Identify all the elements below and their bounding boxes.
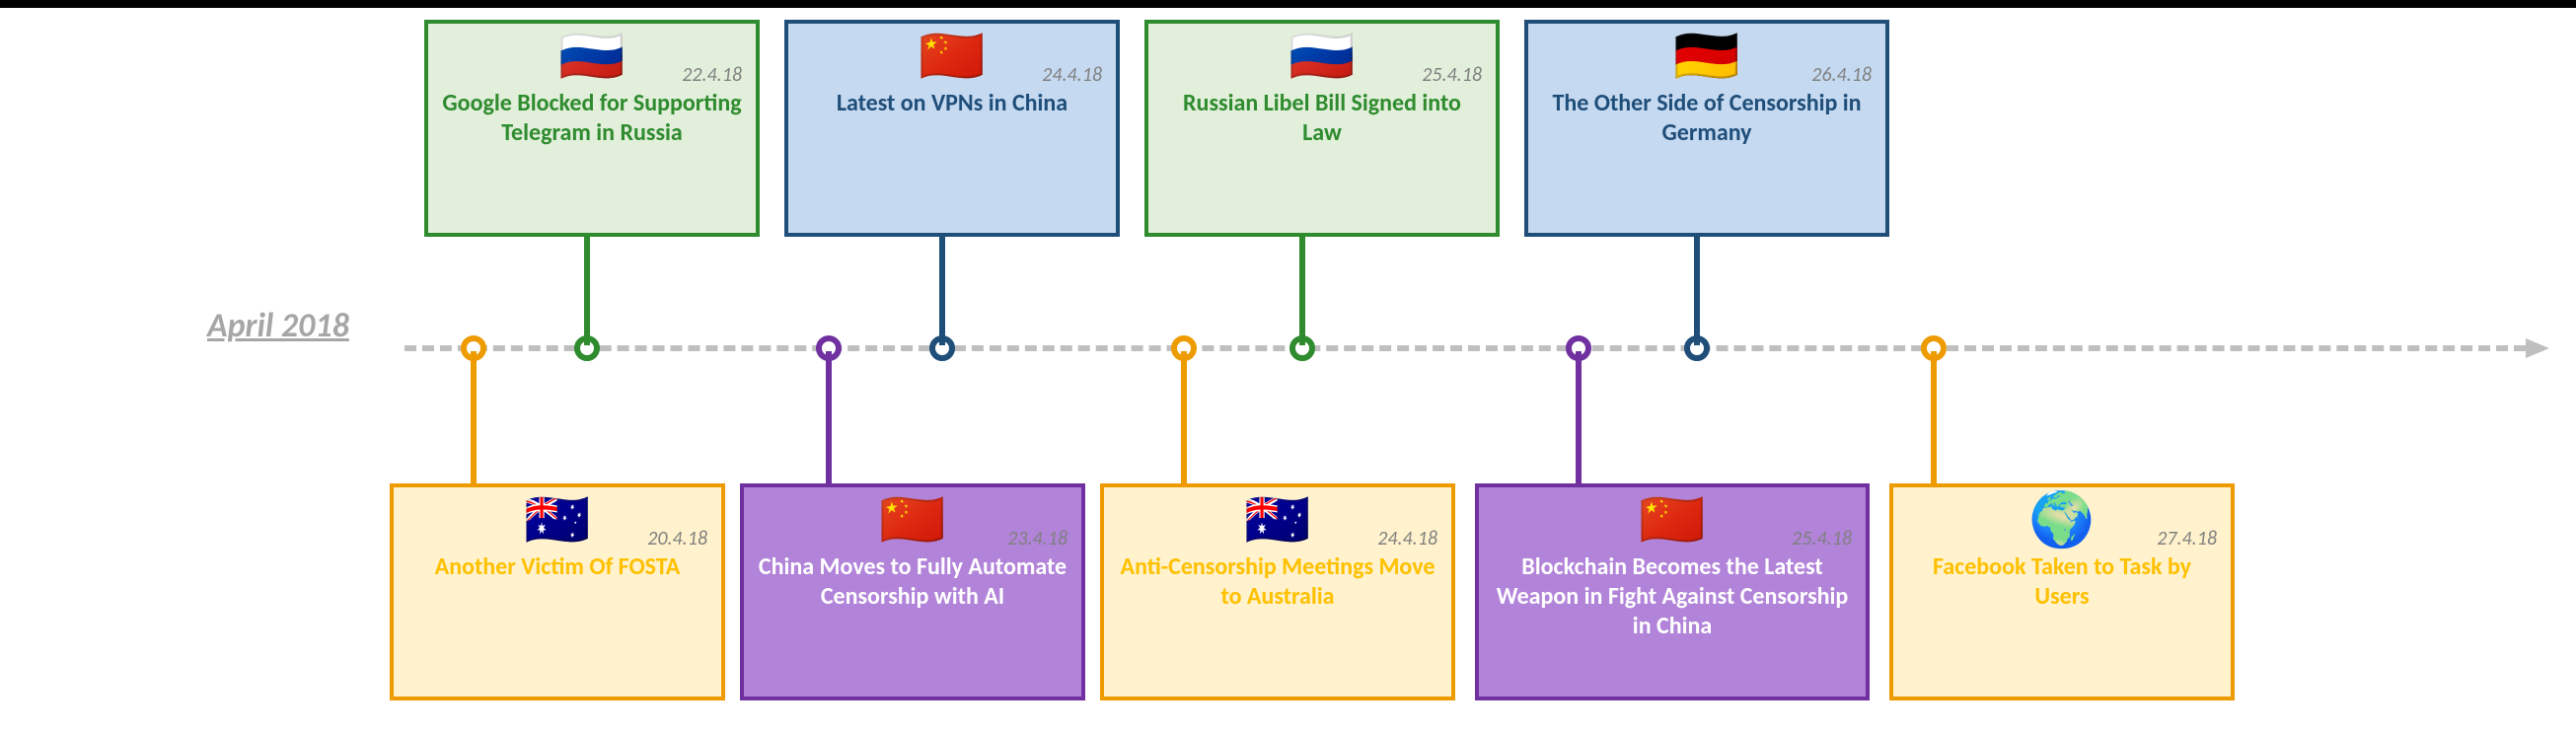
timeline-connector bbox=[584, 237, 590, 345]
event-date: 20.4.18 bbox=[647, 527, 707, 550]
timeline-connector bbox=[826, 351, 832, 483]
timeline-axis bbox=[405, 345, 2526, 351]
event-card[interactable]: 🇨🇳 25.4.18Blockchain Becomes the Latest W… bbox=[1475, 483, 1870, 700]
event-date: 23.4.18 bbox=[1007, 527, 1067, 550]
event-card[interactable]: 🇷🇺 22.4.18Google Blocked for Supporting T… bbox=[424, 20, 760, 237]
timeline-connector bbox=[471, 351, 477, 483]
flag-icon: 🌍 bbox=[2028, 493, 2095, 547]
event-title: Google Blocked for Supporting Telegram i… bbox=[442, 89, 742, 148]
top-black-bar bbox=[0, 0, 2576, 8]
event-title: Russian Libel Bill Signed into Law bbox=[1162, 89, 1482, 148]
event-card[interactable]: 🇩🇪 26.4.18The Other Side of Censorship in… bbox=[1524, 20, 1889, 237]
timeline-connector bbox=[1181, 351, 1187, 483]
timeline-connector bbox=[939, 237, 945, 345]
event-title: Another Victim Of FOSTA bbox=[435, 552, 681, 582]
event-card[interactable]: 🇦🇺 20.4.18Another Victim Of FOSTA bbox=[390, 483, 725, 700]
event-title: Blockchain Becomes the Latest Weapon in … bbox=[1493, 552, 1852, 641]
timeline-arrowhead bbox=[2526, 338, 2549, 358]
flag-icon: 🇨🇳 bbox=[919, 30, 985, 83]
event-card[interactable]: 🇨🇳 23.4.18China Moves to Fully Automate C… bbox=[740, 483, 1085, 700]
event-title: China Moves to Fully Automate Censorship… bbox=[758, 552, 1067, 612]
event-card[interactable]: 🇨🇳 24.4.18Latest on VPNs in China bbox=[784, 20, 1120, 237]
flag-icon: 🇦🇺 bbox=[1244, 493, 1310, 547]
flag-icon: 🇩🇪 bbox=[1673, 30, 1739, 83]
flag-icon: 🇦🇺 bbox=[524, 493, 590, 547]
event-card[interactable]: 🇦🇺 24.4.18Anti-Censorship Meetings Move t… bbox=[1100, 483, 1455, 700]
flag-icon: 🇨🇳 bbox=[1639, 493, 1705, 547]
timeline-connector bbox=[1299, 237, 1305, 345]
event-title: Facebook Taken to Task by Users bbox=[1907, 552, 2217, 612]
event-card[interactable]: 🇷🇺 25.4.18Russian Libel Bill Signed into … bbox=[1144, 20, 1500, 237]
event-date: 24.4.18 bbox=[1377, 527, 1437, 550]
timeline-connector bbox=[1931, 351, 1937, 483]
event-title: The Other Side of Censorship in Germany bbox=[1542, 89, 1872, 148]
timeline-connector bbox=[1576, 351, 1582, 483]
event-date: 25.4.18 bbox=[1422, 63, 1482, 87]
event-title: Anti-Censorship Meetings Move to Austral… bbox=[1118, 552, 1437, 612]
event-card[interactable]: 🌍 27.4.18Facebook Taken to Task by Users bbox=[1889, 483, 2235, 700]
event-date: 26.4.18 bbox=[1811, 63, 1872, 87]
event-title: Latest on VPNs in China bbox=[837, 89, 1067, 118]
flag-icon: 🇷🇺 bbox=[558, 30, 625, 83]
event-date: 22.4.18 bbox=[682, 63, 742, 87]
timeline-connector bbox=[1694, 237, 1700, 345]
event-date: 27.4.18 bbox=[2157, 527, 2217, 550]
event-date: 24.4.18 bbox=[1042, 63, 1102, 87]
event-date: 25.4.18 bbox=[1792, 527, 1852, 550]
flag-icon: 🇨🇳 bbox=[879, 493, 945, 547]
flag-icon: 🇷🇺 bbox=[1288, 30, 1355, 83]
axis-label: April 2018 bbox=[207, 306, 349, 346]
